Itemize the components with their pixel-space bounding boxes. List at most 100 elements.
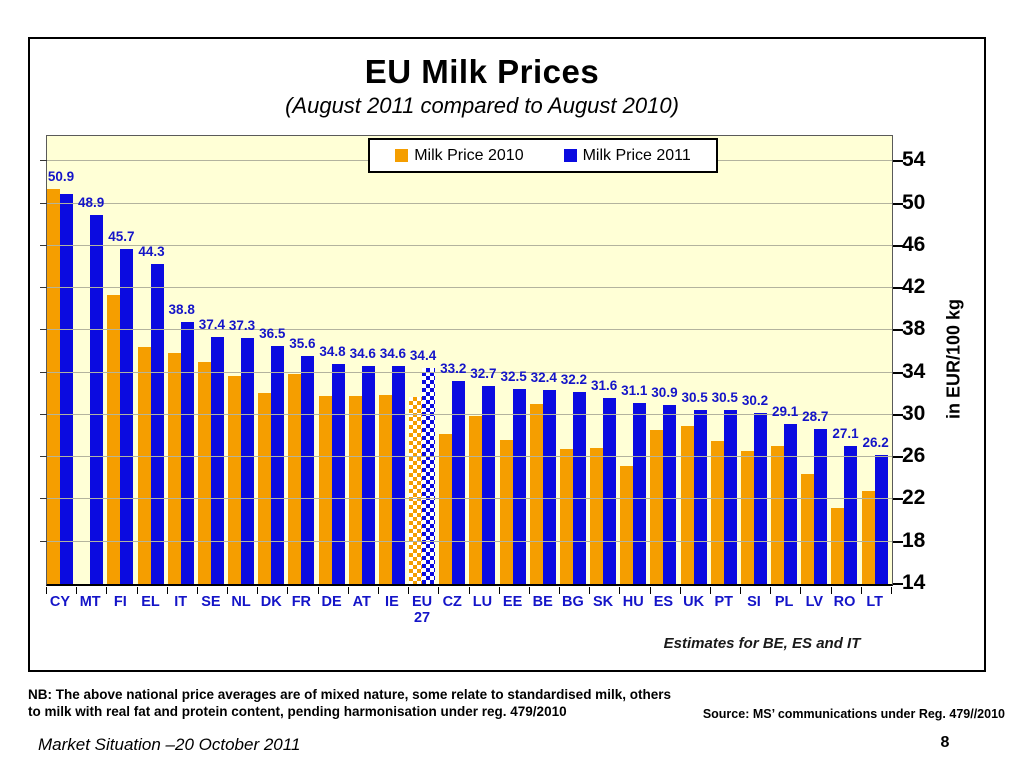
bar-2011-ro bbox=[844, 445, 858, 584]
bar-2011-be bbox=[542, 389, 556, 584]
x-tick bbox=[166, 587, 168, 594]
x-tick bbox=[408, 587, 410, 594]
bar-group-sk: 31.6 SK bbox=[590, 136, 620, 610]
y-tick-label: 34 bbox=[902, 359, 926, 383]
y-tick-label: 18 bbox=[902, 528, 926, 552]
value-label-2011: 30.5 bbox=[711, 389, 738, 405]
x-tick bbox=[196, 587, 198, 594]
x-tick bbox=[136, 587, 138, 594]
x-tick bbox=[528, 587, 530, 594]
gridline bbox=[47, 244, 892, 246]
bar-2011-dk bbox=[271, 346, 285, 584]
value-label-2011: 26.2 bbox=[862, 435, 889, 451]
bar-2010-cz bbox=[439, 433, 453, 584]
left-tick bbox=[40, 371, 47, 373]
bar-2011-ie bbox=[391, 366, 405, 584]
bar-2010-pl bbox=[771, 445, 785, 584]
x-tick bbox=[830, 587, 832, 594]
x-tick bbox=[317, 587, 319, 594]
bar-2010-uk bbox=[680, 425, 694, 584]
x-label-uk: UK bbox=[683, 594, 705, 610]
bar-group-lu: 32.7 LU bbox=[469, 136, 499, 610]
x-tick bbox=[860, 587, 862, 594]
x-label-pl: PL bbox=[774, 594, 794, 610]
bar-2010-el bbox=[137, 347, 151, 584]
bar-group-se: 37.4 SE bbox=[197, 136, 228, 610]
x-tick bbox=[468, 587, 470, 594]
y-tick bbox=[893, 456, 903, 459]
x-tick bbox=[46, 587, 47, 594]
y-tick-label: 38 bbox=[902, 317, 926, 341]
bar-2011-bg bbox=[572, 391, 586, 584]
bar-group-lv: 28.7 LV bbox=[801, 136, 831, 610]
value-label-2011: 28.7 bbox=[802, 408, 829, 424]
left-tick bbox=[40, 413, 47, 415]
chart-subtitle: (August 2011 compared to August 2010) bbox=[285, 93, 679, 118]
left-tick bbox=[40, 202, 47, 204]
y-tick bbox=[893, 329, 903, 332]
source-note: Source: MS’ communications under Reg. 47… bbox=[702, 707, 1005, 721]
legend-item-2010: Milk Price 2010 bbox=[395, 147, 524, 165]
value-label-2011: 33.2 bbox=[440, 361, 467, 377]
bar-group-it: 38.8 IT bbox=[167, 136, 198, 610]
x-tick bbox=[891, 587, 892, 594]
x-label-ee: EE bbox=[502, 594, 523, 610]
bar-group-bg: 32.2 BG bbox=[559, 136, 590, 610]
y-tick bbox=[893, 160, 903, 163]
bar-group-fi: 45.7 FI bbox=[107, 136, 137, 610]
bar-group-es: 30.9 ES bbox=[650, 136, 680, 610]
left-tick bbox=[40, 329, 47, 331]
x-label-hu: HU bbox=[622, 594, 644, 610]
value-label-2011: 34.6 bbox=[349, 346, 376, 362]
bar-2011-sk bbox=[603, 398, 617, 584]
x-tick bbox=[498, 587, 500, 594]
bar-2011-uk bbox=[693, 409, 707, 584]
bar-group-ee: 32.5 EE bbox=[499, 136, 530, 610]
value-label-2011: 32.5 bbox=[500, 368, 527, 384]
bar-2011-it bbox=[180, 321, 194, 584]
bar-2010-dk bbox=[258, 392, 272, 584]
y-axis: 14 18 22 26 30 34 38 42 46 50 54 bbox=[902, 135, 942, 594]
bar-2011-ee bbox=[512, 388, 526, 584]
x-tick bbox=[347, 587, 349, 594]
x-label-fr: FR bbox=[291, 594, 312, 610]
x-label-de: DE bbox=[321, 594, 342, 610]
y-tick bbox=[893, 413, 903, 416]
value-label-2011: 36.5 bbox=[259, 326, 286, 342]
x-tick bbox=[257, 587, 259, 594]
legend-label-2011: Milk Price 2011 bbox=[582, 146, 691, 164]
bar-2011-mt bbox=[90, 215, 104, 584]
bar-2010-pt bbox=[710, 441, 724, 584]
bar-2011-eu27 bbox=[422, 368, 436, 584]
x-tick bbox=[649, 587, 651, 594]
bar-2011-fi bbox=[120, 249, 134, 584]
value-label-2011: 38.8 bbox=[168, 301, 195, 317]
bar-group-ie: 34.6 IE bbox=[378, 136, 409, 610]
x-label-mt: MT bbox=[79, 594, 101, 610]
footer-date: Market Situation –20 October 2011 bbox=[38, 735, 301, 754]
bar-2010-lv bbox=[801, 474, 815, 584]
x-label-at: AT bbox=[352, 594, 371, 610]
bar-2010-es bbox=[650, 429, 664, 584]
x-tick bbox=[106, 587, 108, 594]
bar-2011-lu bbox=[482, 386, 496, 584]
legend-swatch-2010 bbox=[395, 149, 409, 162]
gridline bbox=[47, 540, 892, 542]
bar-2011-cz bbox=[452, 381, 466, 584]
value-label-2011: 34.4 bbox=[409, 348, 437, 364]
bar-group-be: 32.4 BE bbox=[529, 136, 560, 610]
y-tick-label: 50 bbox=[902, 190, 926, 214]
bar-2010-lu bbox=[469, 416, 483, 584]
left-tick bbox=[40, 540, 47, 542]
y-tick-label: 46 bbox=[902, 232, 926, 256]
bar-group-de: 34.8 DE bbox=[318, 136, 349, 610]
x-tick bbox=[438, 587, 440, 594]
x-label-bg: BG bbox=[562, 594, 584, 610]
bar-2010-ro bbox=[831, 507, 845, 584]
bar-2011-hu bbox=[633, 403, 647, 584]
bar-2010-nl bbox=[228, 375, 242, 584]
bar-2011-pt bbox=[723, 409, 737, 584]
x-label-lt: LT bbox=[866, 594, 883, 610]
bar-2010-si bbox=[740, 450, 754, 584]
bar-group-pt: 30.5 PT bbox=[710, 136, 741, 610]
